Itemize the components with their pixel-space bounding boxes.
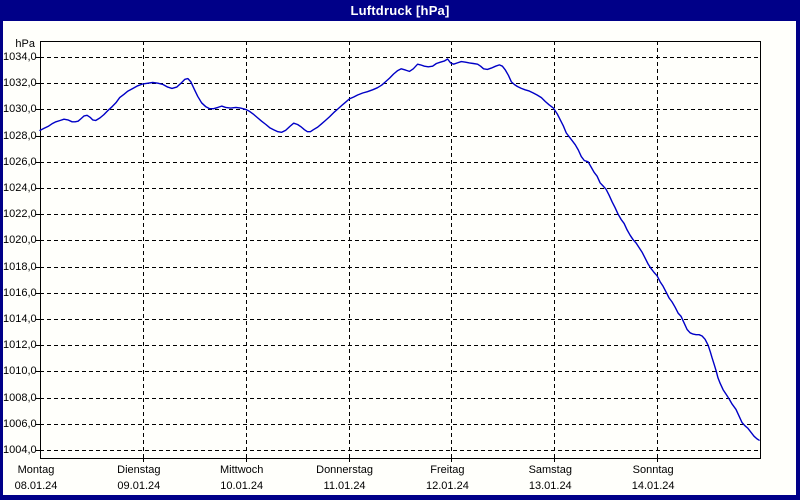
y-tick-label: 1020,0 [3,234,37,247]
y-tick-label: 1004,0 [3,444,37,456]
x-day-label: Montag 08.01.24 [0,462,81,494]
plot-svg [36,41,761,462]
x-day-label: Sonntag 14.01.24 [608,462,698,494]
title-bar: Luftdruck [hPa] [0,0,800,21]
y-tick-label: 1008,0 [3,391,37,404]
chart-area: hPa 1034,0 1032,0 1030,0 1028,0 1026,0 1024,0… [3,21,796,495]
day-name-label: Samstag [528,464,572,476]
y-tick-label: 1006,0 [3,417,37,430]
y-tick-label: 1030,0 [3,103,37,116]
x-day-label: Freitag 12.01.24 [402,462,492,494]
day-name-label: Montag [17,464,55,476]
day-name-label: Mittwoch [220,464,264,476]
day-date-label: 14.01.24 [631,480,675,492]
y-tick-label: 1010,0 [3,365,37,378]
pressure-line [39,58,760,441]
day-name-label: Dienstag [117,464,161,476]
day-date-label: 13.01.24 [528,480,572,492]
x-day-label: Dienstag 09.01.24 [94,462,184,494]
window-title: Luftdruck [hPa] [350,3,450,18]
day-name-label: Donnerstag [316,464,373,476]
day-date-label: 10.01.24 [220,480,264,492]
plot-frame [40,41,761,459]
y-tick-label: 1028,0 [3,129,37,142]
y-tick-label: 1014,0 [3,313,37,325]
y-tick-label: 1018,0 [3,260,37,273]
day-date-label: 08.01.24 [14,480,58,492]
y-tick-label: 1024,0 [3,182,37,194]
y-tick-label: 1026,0 [3,155,37,168]
y-axis-unit-label: hPa [15,38,35,50]
day-date-label: 11.01.24 [323,480,366,492]
y-tick-label: 1016,0 [3,286,37,299]
x-day-label: Donnerstag 11.01.24 [300,462,390,494]
x-day-label: Samstag 13.01.24 [505,462,595,494]
y-tick-label: 1022,0 [3,208,37,221]
day-date-label: 09.01.24 [117,480,161,492]
day-name-label: Freitag [430,464,465,476]
y-tick-label: 1012,0 [3,339,37,352]
y-tick-label: 1034,0 [3,51,37,63]
y-tick-label: 1032,0 [3,77,37,90]
day-date-label: 12.01.24 [426,480,469,492]
day-name-label: Sonntag [632,464,674,476]
x-day-label: Mittwoch 10.01.24 [197,462,287,494]
